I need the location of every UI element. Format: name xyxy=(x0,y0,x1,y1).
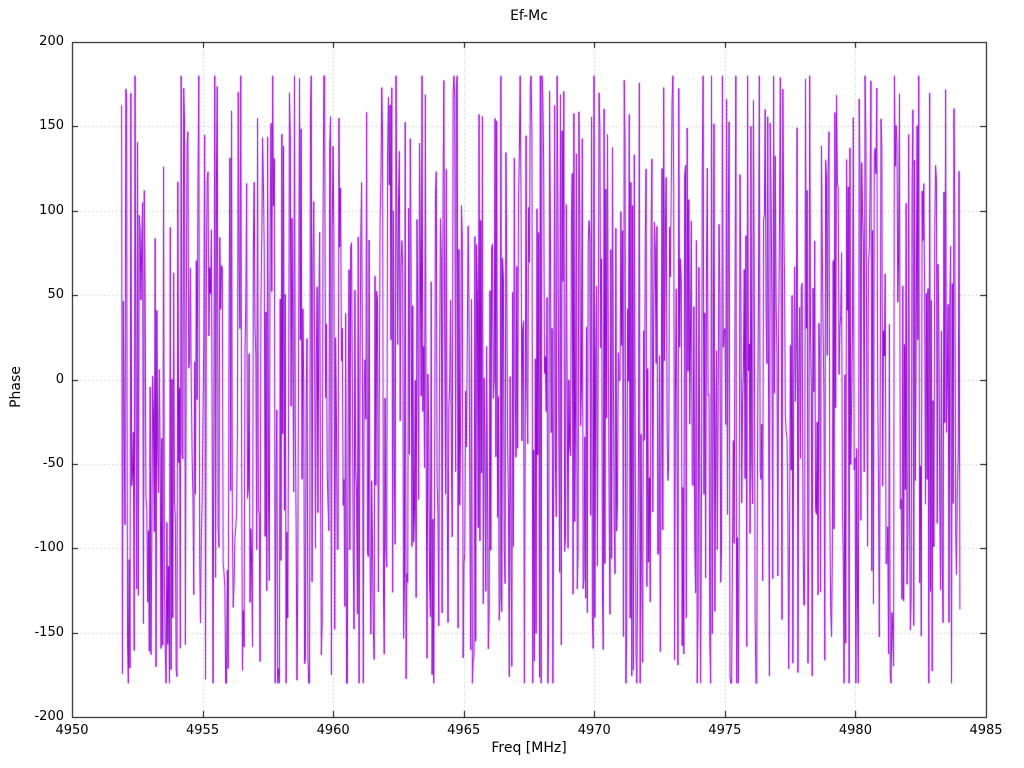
x-tick-label: 4980 xyxy=(838,723,872,738)
y-tick-label: 50 xyxy=(47,287,64,303)
x-tick-label: 4975 xyxy=(708,723,742,738)
y-tick-label: 200 xyxy=(39,34,64,49)
x-tick-label: 4955 xyxy=(186,723,220,738)
y-axis-label: Phase xyxy=(8,366,24,408)
y-tick-label: -200 xyxy=(34,709,64,724)
y-tick-label: 150 xyxy=(39,118,64,134)
y-tick-label: -150 xyxy=(34,624,64,640)
y-tick-label: 0 xyxy=(55,371,64,387)
y-tick-label: -50 xyxy=(42,455,64,471)
y-tick-label: 100 xyxy=(39,202,64,218)
x-axis-label: Freq [MHz] xyxy=(491,740,567,756)
x-tick-label: 4985 xyxy=(969,723,1003,738)
chart-title: Ef-Mc xyxy=(510,8,548,24)
y-tick-label: -100 xyxy=(34,540,64,556)
x-tick-label: 4965 xyxy=(447,723,481,738)
x-tick-label: 4960 xyxy=(316,723,350,738)
x-tick-label: 4950 xyxy=(55,723,89,738)
x-tick-label: 4970 xyxy=(577,723,611,738)
